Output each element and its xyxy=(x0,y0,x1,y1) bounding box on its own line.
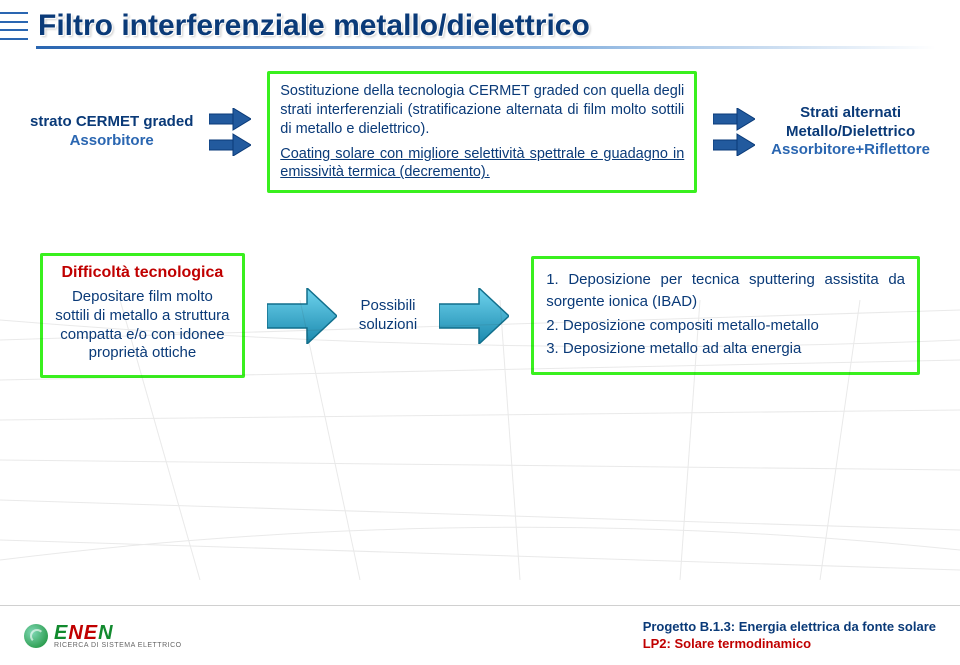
page-title: Filtro interferenziale metallo/dielettri… xyxy=(38,9,590,43)
title-accent-icon xyxy=(0,8,30,44)
difficulty-box: Difficoltà tecnologica Depositare film m… xyxy=(40,253,245,378)
right-label-box: Strati alternati Metallo/Dielettrico Ass… xyxy=(771,104,930,160)
right-label-line1: Strati alternati xyxy=(771,104,930,123)
arrow-big-right xyxy=(439,288,509,344)
arrow-big-left xyxy=(267,288,337,344)
left-label-line1: strato CERMET graded xyxy=(30,113,193,132)
right-label-line3: Assorbitore+Riflettore xyxy=(771,141,930,160)
possible-solutions-label: Possibili soluzioni xyxy=(359,297,417,335)
right-label-line2: Metallo/Dielettrico xyxy=(771,123,930,142)
possible-line1: Possibili xyxy=(359,297,417,316)
left-label-box: strato CERMET graded Assorbitore xyxy=(30,113,193,151)
center-paragraph-1: Sostituzione della tecnologia CERMET gra… xyxy=(280,82,684,139)
solution-item-1: 1. Deposizione per tecnica sputtering as… xyxy=(546,269,905,313)
center-description-box: Sostituzione della tecnologia CERMET gra… xyxy=(267,71,697,193)
solution-item-3: 3. Deposizione metallo ad alta energia xyxy=(546,338,905,360)
difficulty-title: Difficoltà tecnologica xyxy=(55,264,230,282)
title-bar: Filtro interferenziale metallo/dielettri… xyxy=(0,0,960,44)
footer-line1: Progetto B.1.3: Energia elettrica da fon… xyxy=(643,619,936,636)
left-label-line2: Assorbitore xyxy=(30,132,193,151)
footer-logo: ENEN RICERCA DI SISTEMA ELETTRICO xyxy=(24,622,182,649)
globe-icon xyxy=(24,624,48,648)
footer-bar: ENEN RICERCA DI SISTEMA ELETTRICO Proget… xyxy=(0,605,960,665)
arrow-pair-right xyxy=(713,108,755,156)
solutions-list-box: 1. Deposizione per tecnica sputtering as… xyxy=(531,256,920,375)
possible-line2: soluzioni xyxy=(359,316,417,335)
difficulty-body: Depositare film molto sottili di metallo… xyxy=(55,288,230,363)
solution-item-2: 2. Deposizione compositi metallo-metallo xyxy=(546,315,905,337)
center-paragraph-2: Coating solare con migliore selettività … xyxy=(280,145,684,183)
logo-subtitle: RICERCA DI SISTEMA ELETTRICO xyxy=(54,642,182,649)
row-top: strato CERMET graded Assorbitore Sostitu… xyxy=(0,49,960,193)
footer-line2: LP2: Solare termodinamico xyxy=(643,636,936,653)
footer-project-info: Progetto B.1.3: Energia elettrica da fon… xyxy=(643,619,936,653)
row-bottom: Difficoltà tecnologica Depositare film m… xyxy=(0,193,960,378)
arrow-pair-left xyxy=(209,108,251,156)
